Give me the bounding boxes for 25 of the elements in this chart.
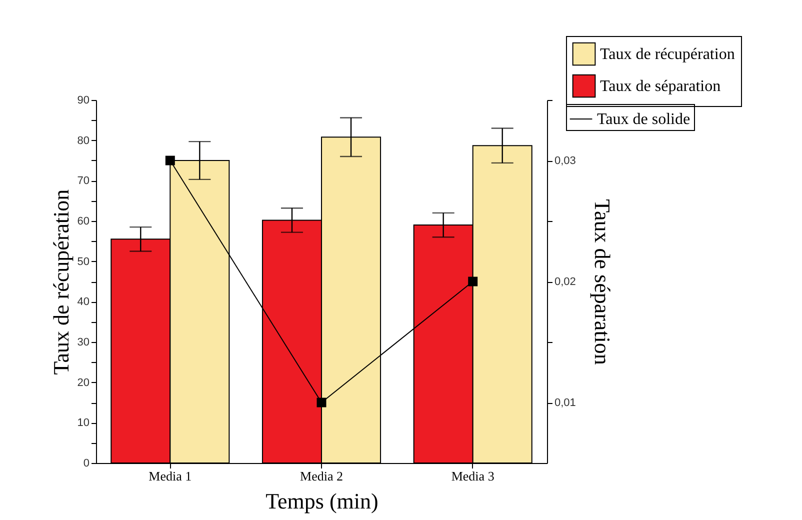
x-tick-label: Media 2 xyxy=(300,468,343,484)
y-tick-label: 90 xyxy=(77,94,90,106)
x-axis-title: Temps (min) xyxy=(266,488,378,514)
y-tick-label: 50 xyxy=(77,256,90,268)
legend-label: Taux de récupération xyxy=(600,46,735,63)
x-tick-label: Media 3 xyxy=(451,468,494,484)
point xyxy=(468,276,478,286)
point xyxy=(165,156,175,166)
y-axis-title: Taux de récupération xyxy=(48,189,74,375)
legend-label: Taux de séparation xyxy=(600,78,721,95)
y2-tick-label: 0,02 xyxy=(554,276,576,288)
y-tick-label: 40 xyxy=(77,296,90,308)
y2-axis-title: Taux de séparation xyxy=(590,199,615,365)
y-tick-label: 10 xyxy=(77,417,90,430)
y-tick-label: 80 xyxy=(77,134,90,147)
y2-tick-label: 0,03 xyxy=(554,155,576,167)
point xyxy=(316,398,326,408)
x-tick-label: Media 1 xyxy=(148,468,192,484)
y-tick-label: 30 xyxy=(77,336,90,348)
y-tick-label: 20 xyxy=(77,376,90,389)
y-tick-label: 60 xyxy=(77,216,90,228)
legend-label: Taux de solide xyxy=(597,111,690,128)
y-tick-label: 70 xyxy=(77,175,90,188)
y-tick-label: 0 xyxy=(83,458,90,470)
y2-tick-label: 0,01 xyxy=(554,397,576,409)
